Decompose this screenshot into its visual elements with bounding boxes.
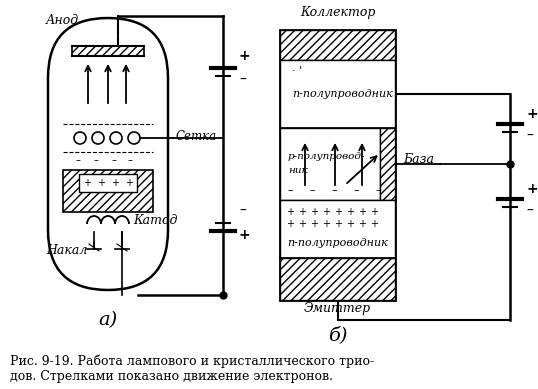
Text: +: + <box>346 219 354 229</box>
Text: Катод: Катод <box>133 214 178 227</box>
Text: +: + <box>526 107 537 121</box>
Text: +: + <box>334 207 342 217</box>
Text: · ': · ' <box>292 66 302 76</box>
Text: а): а) <box>98 311 118 329</box>
Bar <box>280 30 395 300</box>
Text: +: + <box>286 219 294 229</box>
Text: п-полупроводник: п-полупроводник <box>292 89 393 99</box>
Text: +: + <box>97 178 105 188</box>
Text: Коллектор: Коллектор <box>300 6 375 19</box>
Text: Эмиттер: Эмиттер <box>304 302 371 315</box>
Text: +: + <box>310 207 318 217</box>
Text: +: + <box>83 178 91 188</box>
Text: –: – <box>75 155 81 165</box>
Text: Сетка: Сетка <box>176 130 217 142</box>
Bar <box>280 200 395 258</box>
Text: –: – <box>94 155 98 165</box>
Text: +: + <box>239 49 251 63</box>
Text: +: + <box>111 178 119 188</box>
Bar <box>380 128 395 200</box>
Text: +: + <box>286 207 294 217</box>
Text: р-полупровод-: р-полупровод- <box>288 151 365 161</box>
Text: +: + <box>310 219 318 229</box>
Text: +: + <box>358 219 366 229</box>
Text: +: + <box>125 178 133 188</box>
Text: –: – <box>526 129 533 143</box>
Bar <box>79 174 137 192</box>
Bar <box>280 30 395 60</box>
Text: База: База <box>403 152 434 165</box>
Text: б): б) <box>328 326 347 344</box>
Text: –: – <box>239 73 246 87</box>
Text: дов. Стрелками показано движение электронов.: дов. Стрелками показано движение электро… <box>10 370 333 383</box>
Text: –: – <box>128 155 132 165</box>
Text: –: – <box>353 185 359 195</box>
Text: Анод: Анод <box>46 14 79 27</box>
Text: +: + <box>358 207 366 217</box>
Text: –: – <box>287 185 293 195</box>
Text: +: + <box>370 207 378 217</box>
Text: –: – <box>331 185 337 195</box>
Bar <box>72 46 144 56</box>
Text: –: – <box>309 185 315 195</box>
Bar <box>280 60 395 128</box>
Bar <box>63 170 153 212</box>
Text: ник: ник <box>288 165 308 175</box>
Text: +: + <box>370 219 378 229</box>
Text: +: + <box>322 207 330 217</box>
Text: –: – <box>239 203 246 217</box>
Text: –: – <box>111 155 116 165</box>
Text: Рис. 9-19. Работа лампового и кристаллического трио-: Рис. 9-19. Работа лампового и кристаллич… <box>10 355 374 368</box>
Text: +: + <box>239 228 251 242</box>
FancyBboxPatch shape <box>48 18 168 290</box>
Text: –: – <box>375 185 381 195</box>
Text: +: + <box>334 219 342 229</box>
Text: п-полупроводник: п-полупроводник <box>287 238 388 248</box>
Bar <box>280 128 380 200</box>
Bar <box>280 258 395 300</box>
Text: +: + <box>322 219 330 229</box>
Text: +: + <box>526 182 537 196</box>
Text: +: + <box>346 207 354 217</box>
Text: –: – <box>526 204 533 218</box>
Text: +: + <box>298 219 306 229</box>
Text: +: + <box>298 207 306 217</box>
Text: Накал: Накал <box>46 244 87 257</box>
